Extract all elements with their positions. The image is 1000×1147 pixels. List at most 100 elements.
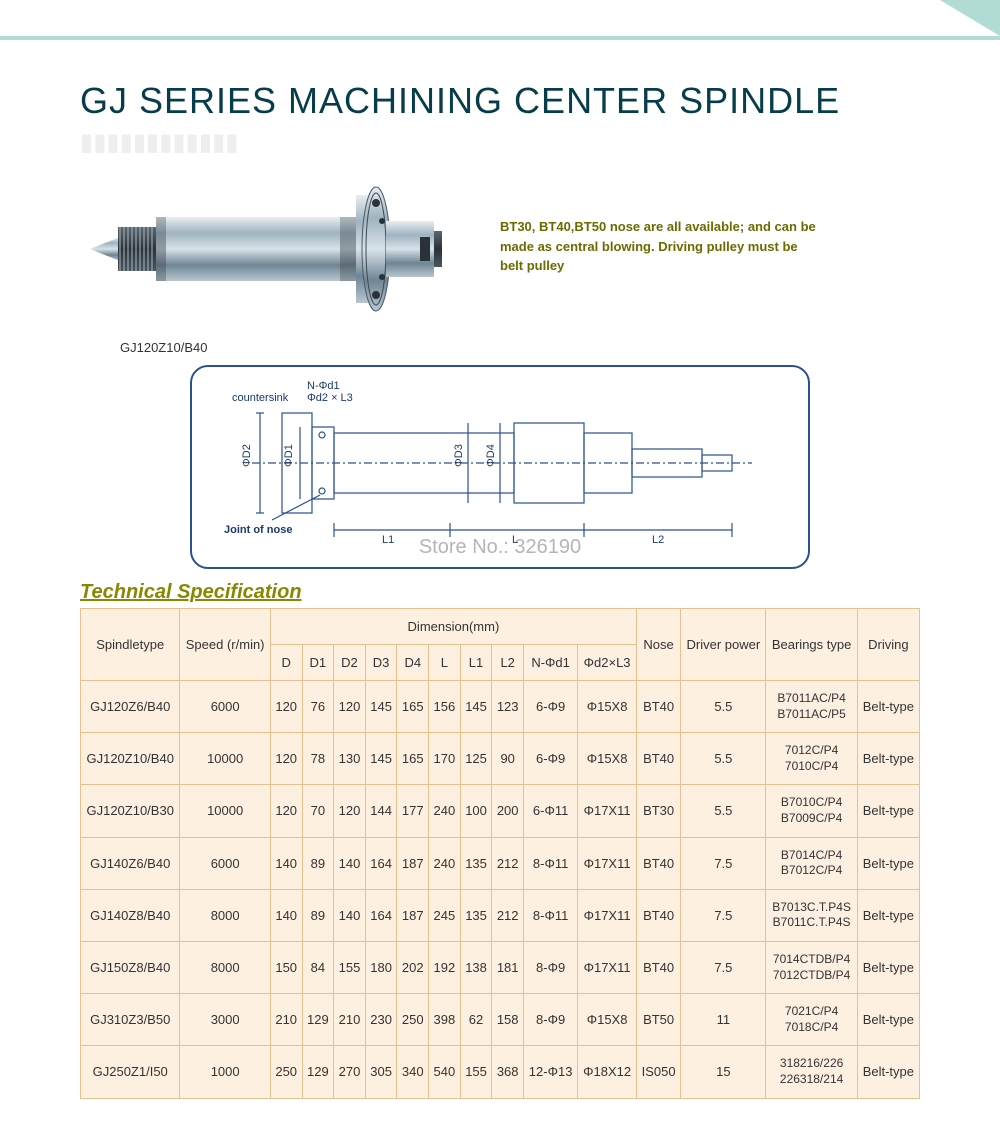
- cell-D: 250: [270, 1046, 302, 1098]
- cell-Nd1: 8-Φ9: [524, 941, 578, 993]
- subtitle-ghost: ▮▮▮▮▮▮▮▮▮▮▮▮: [80, 128, 920, 157]
- cell-D1: 89: [302, 837, 334, 889]
- th-dimension: Dimension(mm): [270, 609, 636, 645]
- cell-D1: 70: [302, 785, 334, 837]
- cell-D1: 84: [302, 941, 334, 993]
- cell-bearings: 7012C/P47010C/P4: [766, 733, 857, 785]
- th-nose: Nose: [636, 609, 680, 681]
- lbl-joint: Joint of nose: [224, 524, 292, 536]
- cell-bearings: B7013C.T.P4SB7011C.T.P4S: [766, 889, 857, 941]
- cell-d2L3: Φ15X8: [578, 681, 637, 733]
- lbl-nd1: N-Φd1: [307, 380, 340, 392]
- cell-D2: 270: [334, 1046, 366, 1098]
- table-row: GJ250Z1/I5010002501292703053405401553681…: [81, 1046, 920, 1098]
- cell-D2: 120: [334, 785, 366, 837]
- cell-d2L3: Φ17X11: [578, 837, 637, 889]
- cell-nose: BT40: [636, 733, 680, 785]
- th-driving: Driving: [857, 609, 919, 681]
- th-D2: D2: [334, 645, 366, 681]
- cell-D: 210: [270, 994, 302, 1046]
- cell-type: GJ310Z3/B50: [81, 994, 180, 1046]
- cell-L: 245: [429, 889, 461, 941]
- cell-L: 156: [429, 681, 461, 733]
- cell-L1: 135: [460, 837, 492, 889]
- cell-L2: 123: [492, 681, 524, 733]
- cell-bearings: 7014CTDB/P47012CTDB/P4: [766, 941, 857, 993]
- cell-L: 192: [429, 941, 461, 993]
- cell-type: GJ120Z6/B40: [81, 681, 180, 733]
- cell-driving: Belt-type: [857, 889, 919, 941]
- cell-D2: 140: [334, 837, 366, 889]
- spindle-illustration: [80, 177, 460, 327]
- cell-Nd1: 8-Φ11: [524, 889, 578, 941]
- cell-driving: Belt-type: [857, 1046, 919, 1098]
- spindle-photo: GJ120Z10/B40: [80, 177, 460, 355]
- cell-L1: 138: [460, 941, 492, 993]
- cell-D1: 89: [302, 889, 334, 941]
- th-bearings: Bearings type: [766, 609, 857, 681]
- cell-D4: 165: [397, 681, 429, 733]
- cell-bearings: 7021C/P47018C/P4: [766, 994, 857, 1046]
- cell-D: 120: [270, 681, 302, 733]
- th-D3: D3: [365, 645, 397, 681]
- cell-D3: 145: [365, 681, 397, 733]
- cell-D4: 187: [397, 837, 429, 889]
- cell-speed: 3000: [180, 994, 270, 1046]
- cell-D1: 129: [302, 994, 334, 1046]
- cell-Nd1: 12-Φ13: [524, 1046, 578, 1098]
- cell-Nd1: 8-Φ9: [524, 994, 578, 1046]
- lbl-L: L: [512, 534, 518, 546]
- th-D4: D4: [397, 645, 429, 681]
- table-row: GJ140Z8/B408000140891401641872451352128-…: [81, 889, 920, 941]
- table-row: GJ120Z10/B401000012078130145165170125906…: [81, 733, 920, 785]
- cell-driving: Belt-type: [857, 785, 919, 837]
- th-speed: Speed (r/min): [180, 609, 270, 681]
- cell-driver: 7.5: [681, 941, 766, 993]
- cell-L2: 368: [492, 1046, 524, 1098]
- cell-driver: 15: [681, 1046, 766, 1098]
- cell-L: 170: [429, 733, 461, 785]
- spec-tbody: GJ120Z6/B406000120761201451651561451236-…: [81, 681, 920, 1099]
- cell-L2: 200: [492, 785, 524, 837]
- table-row: GJ120Z10/B301000012070120144177240100200…: [81, 785, 920, 837]
- cell-D3: 144: [365, 785, 397, 837]
- cell-driving: Belt-type: [857, 837, 919, 889]
- th-L1: L1: [460, 645, 492, 681]
- cell-driver: 5.5: [681, 681, 766, 733]
- cell-speed: 6000: [180, 837, 270, 889]
- page-title: GJ SERIES MACHINING CENTER SPINDLE: [80, 80, 920, 122]
- cell-D4: 177: [397, 785, 429, 837]
- cell-D4: 187: [397, 889, 429, 941]
- lbl-L2: L2: [652, 534, 664, 546]
- availability-note: BT30, BT40,BT50 nose are all available; …: [500, 217, 820, 276]
- photo-caption: GJ120Z10/B40: [120, 340, 460, 355]
- cell-speed: 6000: [180, 681, 270, 733]
- cell-L: 398: [429, 994, 461, 1046]
- cell-nose: IS050: [636, 1046, 680, 1098]
- cell-type: GJ140Z8/B40: [81, 889, 180, 941]
- cell-L1: 100: [460, 785, 492, 837]
- cell-type: GJ120Z10/B30: [81, 785, 180, 837]
- cell-bearings: 318216/226226318/214: [766, 1046, 857, 1098]
- hero-row: GJ120Z10/B40 BT30, BT40,BT50 nose are al…: [80, 177, 920, 355]
- cell-driving: Belt-type: [857, 994, 919, 1046]
- cell-bearings: B7014C/P4B7012C/P4: [766, 837, 857, 889]
- cell-Nd1: 8-Φ11: [524, 837, 578, 889]
- table-row: GJ150Z8/B408000150841551802021921381818-…: [81, 941, 920, 993]
- lbl-D2: ΦD2: [241, 444, 253, 467]
- cell-type: GJ150Z8/B40: [81, 941, 180, 993]
- cell-D1: 76: [302, 681, 334, 733]
- cell-D: 150: [270, 941, 302, 993]
- cell-driving: Belt-type: [857, 681, 919, 733]
- th-driver: Driver power: [681, 609, 766, 681]
- cell-nose: BT40: [636, 941, 680, 993]
- top-accent-bar: [0, 0, 1000, 40]
- cell-d2L3: Φ17X11: [578, 785, 637, 837]
- cell-driver: 7.5: [681, 889, 766, 941]
- cell-nose: BT50: [636, 994, 680, 1046]
- page-content: GJ SERIES MACHINING CENTER SPINDLE ▮▮▮▮▮…: [0, 40, 1000, 1119]
- cell-D: 120: [270, 785, 302, 837]
- cell-type: GJ120Z10/B40: [81, 733, 180, 785]
- cell-D4: 165: [397, 733, 429, 785]
- cell-driving: Belt-type: [857, 733, 919, 785]
